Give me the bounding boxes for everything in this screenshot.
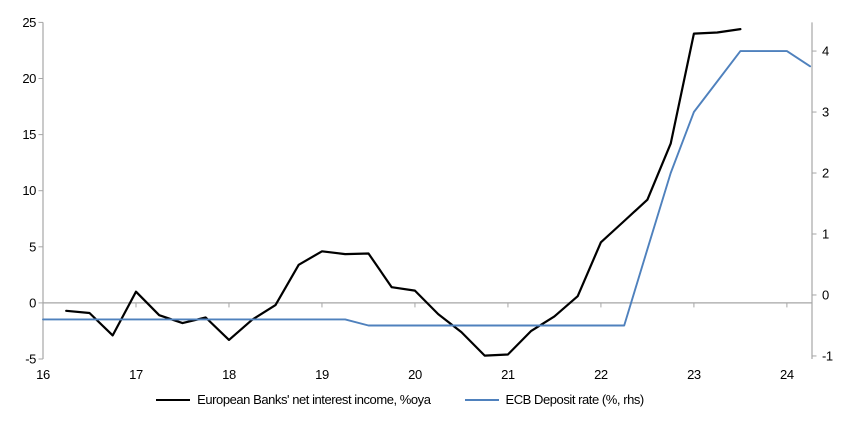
x-axis-tick-label: 18 <box>222 367 236 382</box>
left-axis-tick-label: 10 <box>22 183 36 198</box>
nii-legend-label: European Banks' net interest income, %oy… <box>197 392 431 407</box>
left-axis-tick-label: 20 <box>22 71 36 86</box>
x-axis-tick-label: 21 <box>501 367 515 382</box>
right-axis-tick-label: -1 <box>822 348 833 363</box>
x-axis-tick-label: 20 <box>408 367 422 382</box>
left-axis-tick-label: -5 <box>25 352 36 367</box>
x-axis-tick-label: 23 <box>687 367 701 382</box>
left-axis-tick-label: 15 <box>22 127 36 142</box>
nii-line-series <box>65 28 742 357</box>
nii-line-swatch <box>156 398 191 401</box>
left-axis-tick-label: 0 <box>29 295 36 310</box>
x-axis-tick-label: 17 <box>129 367 143 382</box>
deposit-rate-line-series <box>42 50 812 327</box>
left-axis-tick-label: 25 <box>22 15 36 30</box>
x-axis-tick-label: 22 <box>594 367 608 382</box>
deposit-rate-legend-label: ECB Deposit rate (%, rhs) <box>505 392 645 407</box>
right-axis-tick-label: 3 <box>822 105 829 120</box>
right-axis-tick-label: 0 <box>822 287 829 302</box>
x-axis-tick-label: 24 <box>780 367 794 382</box>
legend: European Banks' net interest income, %oy… <box>0 392 826 407</box>
right-axis-tick-label: 2 <box>822 166 829 181</box>
x-axis-tick-label: 16 <box>36 367 50 382</box>
legend-item-deposit-rate: ECB Deposit rate (%, rhs) <box>464 392 645 407</box>
left-axis-tick-label: 5 <box>29 239 36 254</box>
deposit-rate-line-swatch <box>464 398 499 401</box>
legend-item-nii: European Banks' net interest income, %oy… <box>156 392 431 407</box>
x-axis-tick-label: 19 <box>315 367 329 382</box>
right-axis-tick-label: 4 <box>822 44 829 59</box>
right-axis-tick-label: 1 <box>822 226 829 241</box>
